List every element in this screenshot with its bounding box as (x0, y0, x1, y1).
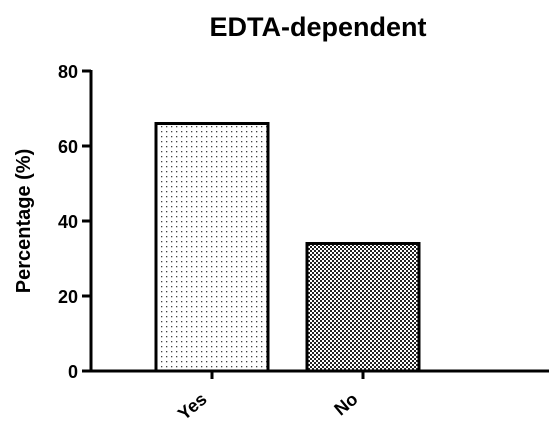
x-tick-label-yes: Yes (174, 389, 211, 424)
y-tick-label: 80 (58, 62, 78, 82)
y-tick-label: 40 (58, 212, 78, 232)
y-tick-label: 20 (58, 287, 78, 307)
y-axis-ticks: 0 20 40 60 80 (58, 62, 91, 382)
bar-no (305, 242, 421, 373)
bars-group (154, 122, 421, 373)
bar-yes (154, 122, 270, 373)
y-tick-label: 60 (58, 137, 78, 157)
y-axis-label: Percentage (%) (13, 149, 35, 294)
y-tick-label: 0 (68, 362, 78, 382)
x-axis-ticks: Yes No (174, 371, 365, 424)
chart-title: EDTA-dependent (210, 12, 427, 42)
x-tick-label-no: No (330, 389, 361, 420)
